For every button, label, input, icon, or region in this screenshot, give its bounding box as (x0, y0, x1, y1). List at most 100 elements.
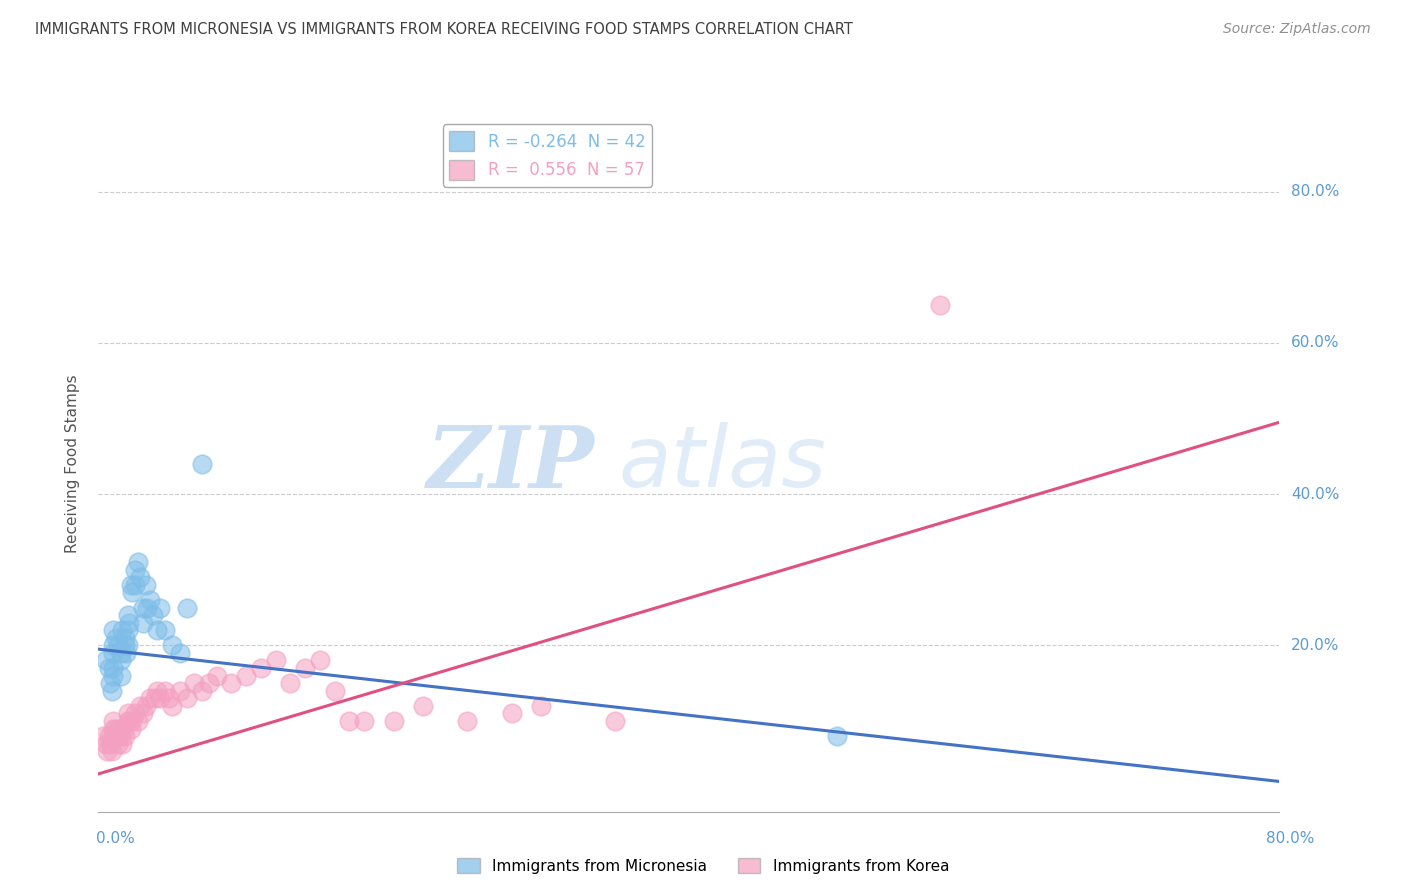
Point (132, 706, 155, 721)
Point (382, 714, 405, 728)
Point (114, 631, 136, 645)
Point (100, 744, 122, 758)
Point (198, 676, 221, 690)
Point (103, 638, 125, 652)
Point (162, 698, 183, 713)
Point (104, 722, 127, 736)
Point (117, 608, 139, 623)
Point (235, 668, 257, 682)
Point (98, 676, 121, 690)
Point (162, 638, 183, 652)
Point (501, 706, 523, 721)
Point (456, 714, 478, 728)
Point (97, 661, 120, 675)
Point (219, 676, 242, 690)
Point (183, 676, 205, 690)
Point (264, 653, 287, 667)
Point (323, 683, 346, 698)
Point (103, 722, 125, 736)
Point (121, 714, 143, 728)
Point (110, 729, 132, 743)
Point (153, 683, 176, 698)
Point (94, 653, 117, 667)
Point (96, 744, 118, 758)
Point (117, 638, 139, 652)
Point (91, 729, 114, 743)
Text: 0.0%: 0.0% (96, 831, 135, 846)
Point (120, 722, 142, 736)
Text: 80.0%: 80.0% (1291, 184, 1340, 199)
Point (205, 668, 228, 682)
Point (121, 585, 143, 599)
Point (107, 638, 129, 652)
Point (103, 729, 125, 743)
Point (120, 578, 142, 592)
Point (153, 624, 176, 638)
Point (928, 298, 950, 312)
Point (128, 570, 150, 584)
Point (103, 661, 125, 675)
Point (309, 653, 332, 667)
Point (127, 555, 149, 569)
Point (146, 624, 169, 638)
Text: 60.0%: 60.0% (1291, 335, 1340, 351)
Legend: R = -0.264  N = 42, R =  0.556  N = 57: R = -0.264 N = 42, R = 0.556 N = 57 (443, 124, 652, 186)
Point (135, 698, 157, 713)
Point (191, 457, 214, 471)
Point (114, 729, 136, 743)
Point (105, 729, 128, 743)
Point (124, 578, 146, 592)
Point (103, 646, 125, 660)
Point (132, 615, 155, 630)
Point (169, 646, 191, 660)
Point (107, 737, 129, 751)
Legend: Immigrants from Micronesia, Immigrants from Korea: Immigrants from Micronesia, Immigrants f… (451, 852, 955, 880)
Point (111, 737, 134, 751)
Point (191, 683, 214, 698)
Point (278, 676, 302, 690)
Text: IMMIGRANTS FROM MICRONESIA VS IMMIGRANTS FROM KOREA RECEIVING FOOD STAMPS CORREL: IMMIGRANTS FROM MICRONESIA VS IMMIGRANTS… (35, 22, 853, 37)
Point (825, 729, 848, 743)
Point (97, 729, 120, 743)
Point (112, 722, 135, 736)
Point (117, 624, 139, 638)
Point (118, 615, 141, 630)
Point (143, 691, 166, 706)
Point (118, 714, 141, 728)
Point (115, 646, 138, 660)
Point (103, 714, 125, 728)
Point (124, 563, 146, 577)
Point (110, 653, 132, 667)
Y-axis label: Receiving Food Stamps: Receiving Food Stamps (65, 375, 80, 553)
Point (103, 624, 125, 638)
Point (146, 683, 169, 698)
Point (169, 683, 191, 698)
Point (136, 600, 159, 615)
Point (294, 661, 316, 675)
Point (157, 691, 180, 706)
Point (176, 600, 198, 615)
Point (142, 608, 165, 623)
Point (110, 646, 132, 660)
Point (139, 691, 162, 706)
Point (176, 691, 198, 706)
Point (108, 722, 131, 736)
Point (105, 631, 128, 645)
Point (337, 714, 360, 728)
Point (127, 714, 149, 728)
Point (353, 714, 375, 728)
Point (110, 668, 132, 682)
Point (98, 737, 121, 751)
Point (135, 578, 157, 592)
Point (111, 624, 134, 638)
Point (94, 737, 117, 751)
Text: 20.0%: 20.0% (1291, 638, 1340, 653)
Point (128, 698, 150, 713)
Point (100, 683, 122, 698)
Text: Source: ZipAtlas.com: Source: ZipAtlas.com (1223, 22, 1371, 37)
Point (412, 698, 434, 713)
Text: ZIP: ZIP (426, 422, 595, 506)
Point (117, 714, 139, 728)
Text: 80.0%: 80.0% (1267, 831, 1315, 846)
Point (605, 714, 627, 728)
